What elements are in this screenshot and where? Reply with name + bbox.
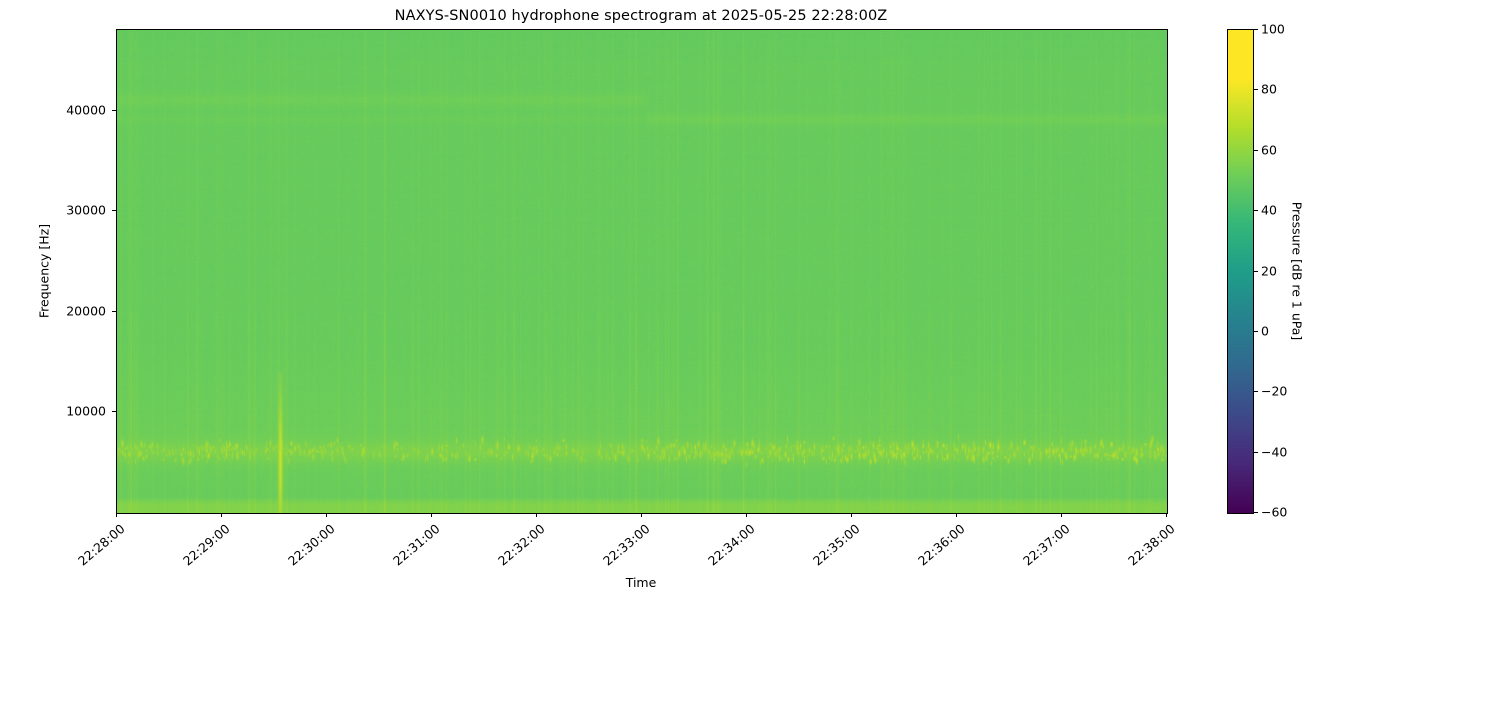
x-axis-tick-mark [221,513,222,517]
colorbar-tick-mark [1254,451,1258,453]
y-axis-tick-mark [112,310,116,312]
colorbar-tick-label: 80 [1261,81,1277,97]
spectrogram-plot-area [116,29,1168,514]
y-axis-tick-label: 10000 [66,403,106,419]
x-axis-tick-mark [1166,513,1167,517]
x-axis-tick-mark [746,513,747,517]
y-axis-tick-label: 30000 [66,202,106,218]
x-axis-tick-mark [116,513,117,517]
x-axis-tick-mark [1061,513,1062,517]
colorbar-gradient [1228,30,1253,513]
colorbar-tick-label: 100 [1261,21,1285,37]
x-axis-tick-label: 22:36:00 [914,521,968,569]
colorbar-tick-label: 20 [1261,263,1277,278]
colorbar-tick-mark [1254,391,1258,393]
x-axis-tick-mark [431,513,432,517]
colorbar-tick-label: −20 [1261,383,1288,399]
colorbar-label: Pressure [dB re 1 uPa] [1289,201,1305,341]
colorbar-tick-label: 60 [1261,142,1277,158]
spectrogram-figure: NAXYS-SN0010 hydrophone spectrogram at 2… [36,8,1305,590]
colorbar-tick-label: 40 [1261,202,1277,218]
colorbar-tick-label: 0 [1261,323,1269,339]
colorbar-tick-label: −40 [1261,444,1288,460]
colorbar-tick-mark [1254,270,1258,272]
x-axis-tick-mark [851,513,852,517]
x-axis-tick-label: 22:33:00 [599,521,653,569]
y-axis-tick-label: 40000 [66,102,106,117]
x-axis-label: Time [625,575,657,590]
x-axis-tick-label: 22:30:00 [284,521,338,569]
y-axis-tick-label: 20000 [66,303,106,319]
x-axis-tick-label: 22:32:00 [494,521,548,569]
y-axis-tick-mark [112,210,116,212]
y-axis-tick-mark [112,109,116,111]
x-axis-tick-mark [956,513,957,517]
x-axis-tick-label: 22:34:00 [704,521,758,569]
colorbar [1227,29,1254,514]
x-axis-tick-label: 22:37:00 [1019,521,1073,569]
colorbar-tick-mark [1254,149,1258,151]
x-axis-tick-label: 22:29:00 [179,521,233,569]
y-axis-tick-mark [112,411,116,413]
colorbar-tick-mark [1254,89,1258,91]
colorbar-tick-mark [1254,330,1258,332]
x-axis-tick-label: 22:38:00 [1124,521,1178,569]
colorbar-tick-mark [1254,210,1258,212]
x-axis-tick-mark [641,513,642,517]
colorbar-tick-mark [1254,29,1258,30]
x-axis-tick-label: 22:31:00 [389,521,443,569]
x-axis-tick-label: 22:35:00 [809,521,863,569]
colorbar-tick-mark [1254,512,1258,513]
x-axis-tick-mark [536,513,537,517]
spectrogram-image [117,30,1167,513]
x-axis-tick-mark [326,513,327,517]
colorbar-tick-label: −60 [1261,504,1288,520]
page-title: NAXYS-SN0010 hydrophone spectrogram at 2… [394,8,888,24]
